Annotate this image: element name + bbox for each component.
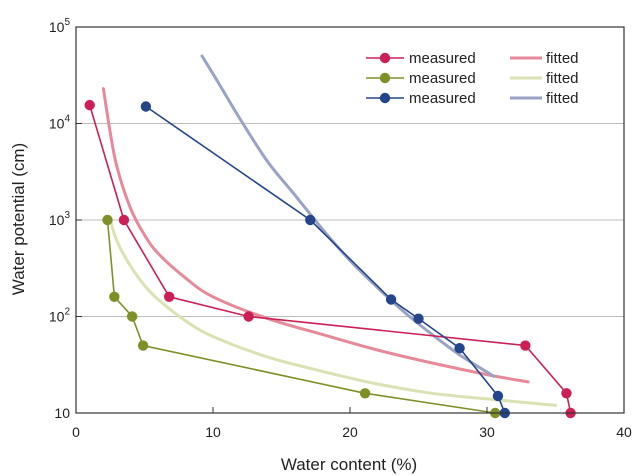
- y-axis-title: Water potential (cm): [9, 143, 28, 295]
- measured-point-3: [454, 342, 465, 354]
- measured-point-2: [137, 340, 149, 351]
- legend-fitted-label: fitted: [546, 90, 579, 107]
- legend-measured-marker: [379, 92, 391, 104]
- gridlines: [76, 123, 624, 317]
- measured-point-3: [140, 101, 152, 112]
- measured-point-1: [520, 340, 531, 351]
- measured-point-2: [126, 311, 138, 322]
- legend-measured-label: measured: [409, 90, 476, 107]
- y-tick-label: 103: [49, 210, 71, 228]
- legend-measured-label: measured: [409, 70, 476, 87]
- measured-point-2: [359, 388, 371, 399]
- fitted-curve-2: [108, 218, 557, 407]
- x-tick-label: 40: [616, 424, 632, 440]
- legend-fitted-label: fitted: [546, 50, 579, 67]
- measured-point-3: [385, 294, 397, 305]
- legend-fitted-label: fitted: [546, 70, 579, 87]
- measured-line-2: [106, 219, 496, 414]
- measured-point-3: [305, 214, 316, 226]
- y-tick-label: 10: [54, 405, 70, 421]
- y-tick-label: 105: [49, 17, 71, 35]
- measured-point-2: [102, 214, 113, 226]
- y-tick-label: 104: [49, 114, 71, 132]
- y-tick-label: 102: [49, 307, 71, 325]
- measured-point-1: [118, 214, 130, 226]
- legend: measured measured measured fitted fitted fitt…: [366, 50, 579, 107]
- measured-point-3: [413, 313, 424, 324]
- fitted-curve-1: [101, 87, 530, 384]
- legend-measured-label: measured: [409, 50, 476, 67]
- x-tick-label: 0: [72, 424, 80, 440]
- measured-point-1: [163, 291, 175, 303]
- fitted-curves: [101, 54, 557, 407]
- x-axis-title: Water content (%): [281, 455, 417, 474]
- legend-measured-marker: [379, 52, 391, 64]
- measured-series: [84, 99, 576, 419]
- x-tick-label: 20: [342, 424, 358, 440]
- measured-point-3: [492, 390, 504, 402]
- measured-point-1: [243, 311, 254, 322]
- measured-point-1: [84, 99, 95, 111]
- x-tick-label: 30: [479, 424, 495, 440]
- legend-measured-marker: [379, 72, 391, 84]
- x-tick-label: 10: [205, 424, 221, 440]
- measured-point-1: [561, 388, 572, 399]
- measured-point-2: [109, 291, 120, 303]
